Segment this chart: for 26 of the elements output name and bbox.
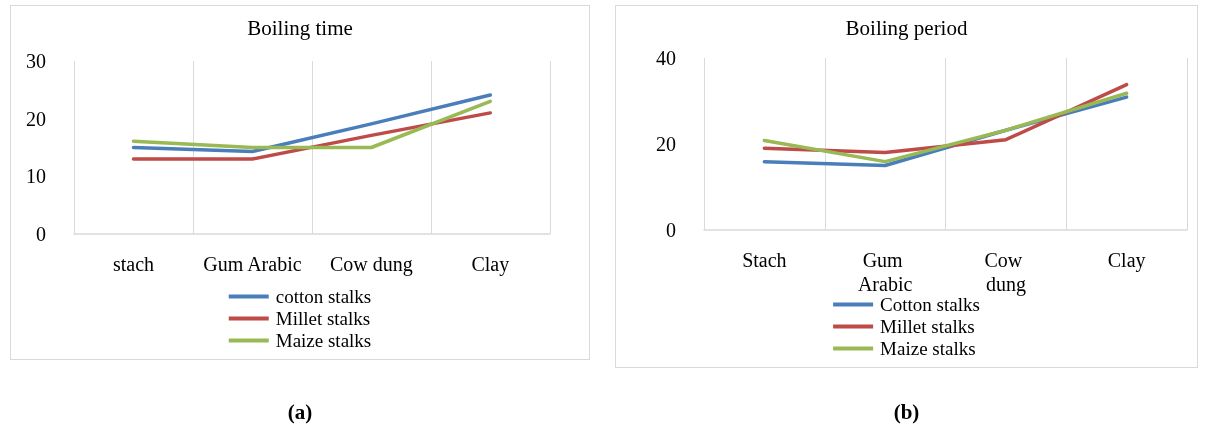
x-tick-label: Stach — [742, 249, 787, 271]
x-tick-label: Clay — [471, 253, 510, 276]
y-tick-label: 10 — [26, 165, 46, 188]
legend-label: Maize stalks — [275, 330, 372, 351]
y-tick-label: 30 — [26, 50, 46, 72]
y-tick-label: 0 — [666, 219, 676, 241]
legend-label: Millet stalks — [880, 316, 975, 337]
line-series — [131, 93, 493, 154]
chart-title: Boiling period — [845, 15, 968, 40]
x-tick-label: Cow dung — [329, 253, 413, 276]
y-tick-label: 20 — [656, 133, 676, 155]
legend-label: Cotton stalks — [880, 294, 980, 315]
y-tick-label: 40 — [656, 47, 676, 69]
x-tick-label: Cow dung — [984, 249, 1028, 296]
chart-title: Boiling time — [247, 15, 353, 40]
y-tick-label: 0 — [36, 223, 46, 245]
x-tick-label: stach — [112, 253, 155, 275]
text: (b) — [892, 400, 921, 425]
legend-label: Maize stalks — [880, 338, 976, 359]
x-tick-label: Clay — [1107, 249, 1146, 272]
legend-label: Millet stalks — [275, 308, 371, 329]
x-tick-label: Gum Arabic — [857, 249, 913, 295]
x-tick-label: Gum Arabic — [203, 253, 302, 275]
y-tick-label: 20 — [26, 107, 46, 130]
text: (a) — [286, 400, 314, 425]
legend-label: cotton stalks — [275, 286, 372, 307]
